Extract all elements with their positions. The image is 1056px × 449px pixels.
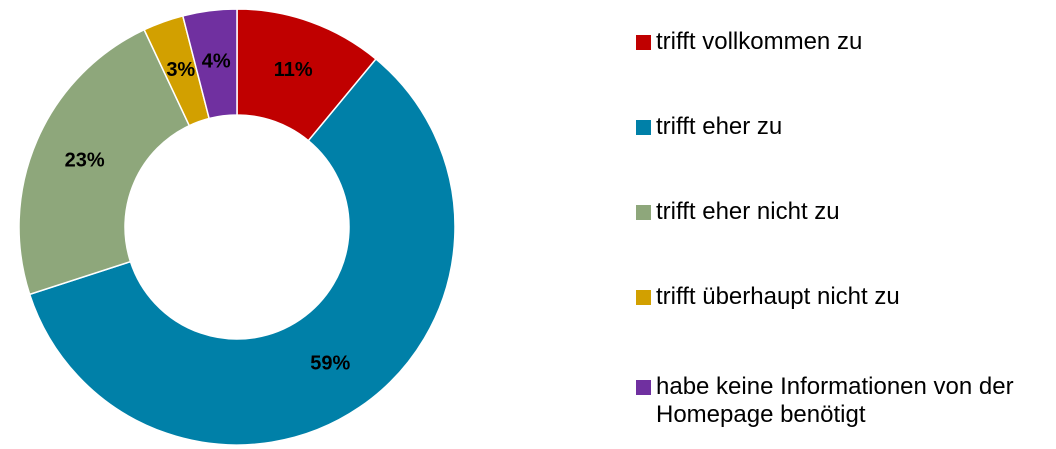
legend-label: trifft überhaupt nicht zu [656, 283, 900, 310]
legend-item: trifft eher zu [636, 113, 1046, 141]
data-label: 4% [202, 51, 231, 73]
legend-swatch [636, 120, 651, 135]
legend-swatch [636, 380, 651, 395]
legend-label: trifft vollkommen zu [656, 28, 863, 55]
data-label: 23% [65, 149, 105, 171]
data-label: 11% [274, 59, 313, 81]
data-label: 59% [310, 353, 350, 375]
legend-swatch [636, 290, 651, 305]
legend-item: trifft überhaupt nicht zu [636, 283, 1046, 311]
legend-swatch [636, 205, 651, 220]
donut-segment [18, 28, 191, 296]
data-label: 3% [166, 59, 195, 81]
legend-label: trifft eher zu [656, 113, 783, 140]
donut-segment [28, 57, 456, 446]
legend-label: trifft eher nicht zu [656, 198, 840, 225]
legend-item: trifft eher nicht zu [636, 198, 1046, 226]
legend-label: habe keine Informationen von der Homepag… [656, 373, 1014, 428]
chart: 11% 59% 23% 3% 4% [18, 8, 456, 446]
legend-item: trifft vollkommen zu [636, 28, 1046, 56]
legend-swatch [636, 35, 651, 50]
donut-segment [181, 8, 238, 120]
legend-item: habe keine Informationen von der Homepag… [636, 373, 1046, 429]
